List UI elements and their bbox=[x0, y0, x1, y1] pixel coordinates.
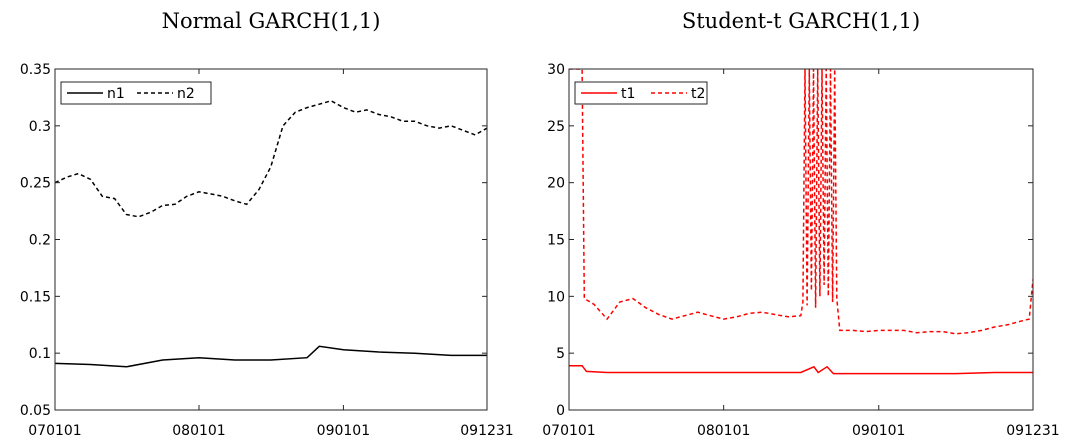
series-line-n1 bbox=[55, 345, 487, 368]
y-tick-label: 0.35 bbox=[20, 62, 51, 78]
y-tick-label: 0.25 bbox=[20, 176, 51, 192]
x-tick-label: 070101 bbox=[28, 423, 81, 439]
legend-box bbox=[60, 81, 212, 105]
x-tick-label: 091231 bbox=[460, 423, 513, 439]
y-tick-label: 15 bbox=[547, 233, 565, 249]
x-tick-label: 090101 bbox=[852, 423, 905, 439]
chart-panel-2: Student-t GARCH(1,1) 0 5 10 15 20 25 30 070101 08… bbox=[542, 9, 1059, 439]
y-tick-label: 30 bbox=[547, 62, 565, 78]
y-tick-label: 5 bbox=[556, 346, 565, 362]
legend-label: n2 bbox=[177, 86, 195, 102]
chart-panel-1: Normal GARCH(1,1) 0.05 0.1 0.15 0.2 0.25 0.3 0.… bbox=[20, 9, 514, 439]
y-tick-label: 0.3 bbox=[29, 119, 51, 135]
x-tick-label: 080101 bbox=[697, 423, 750, 439]
y-tick-label: 0 bbox=[556, 403, 565, 419]
series-line-n2 bbox=[55, 99, 487, 218]
y-tick-label: 0.2 bbox=[29, 233, 51, 249]
plot-area-frame bbox=[54, 68, 488, 411]
legend-box bbox=[574, 81, 708, 105]
x-tick-label: 091231 bbox=[1006, 423, 1059, 439]
chart-title: Student-t GARCH(1,1) bbox=[682, 9, 920, 33]
legend-label: n1 bbox=[107, 86, 125, 102]
x-tick-label: 080101 bbox=[172, 423, 225, 439]
chart-title: Normal GARCH(1,1) bbox=[162, 9, 381, 33]
y-tick-label: 0.15 bbox=[20, 289, 51, 305]
x-tick-label: 090101 bbox=[317, 423, 370, 439]
y-tick-label: 0.05 bbox=[20, 403, 51, 419]
y-tick-label: 25 bbox=[547, 119, 565, 135]
series-line-t1 bbox=[569, 364, 1033, 375]
legend-label: t2 bbox=[691, 86, 705, 102]
y-tick-label: 10 bbox=[547, 289, 565, 305]
legend-label: t1 bbox=[621, 86, 635, 102]
x-tick-label: 070101 bbox=[542, 423, 595, 439]
plot-area-frame bbox=[568, 68, 1034, 411]
y-tick-label: 20 bbox=[547, 176, 565, 192]
series-line-t2 bbox=[569, 69, 1033, 335]
y-tick-label: 0.1 bbox=[29, 346, 51, 362]
